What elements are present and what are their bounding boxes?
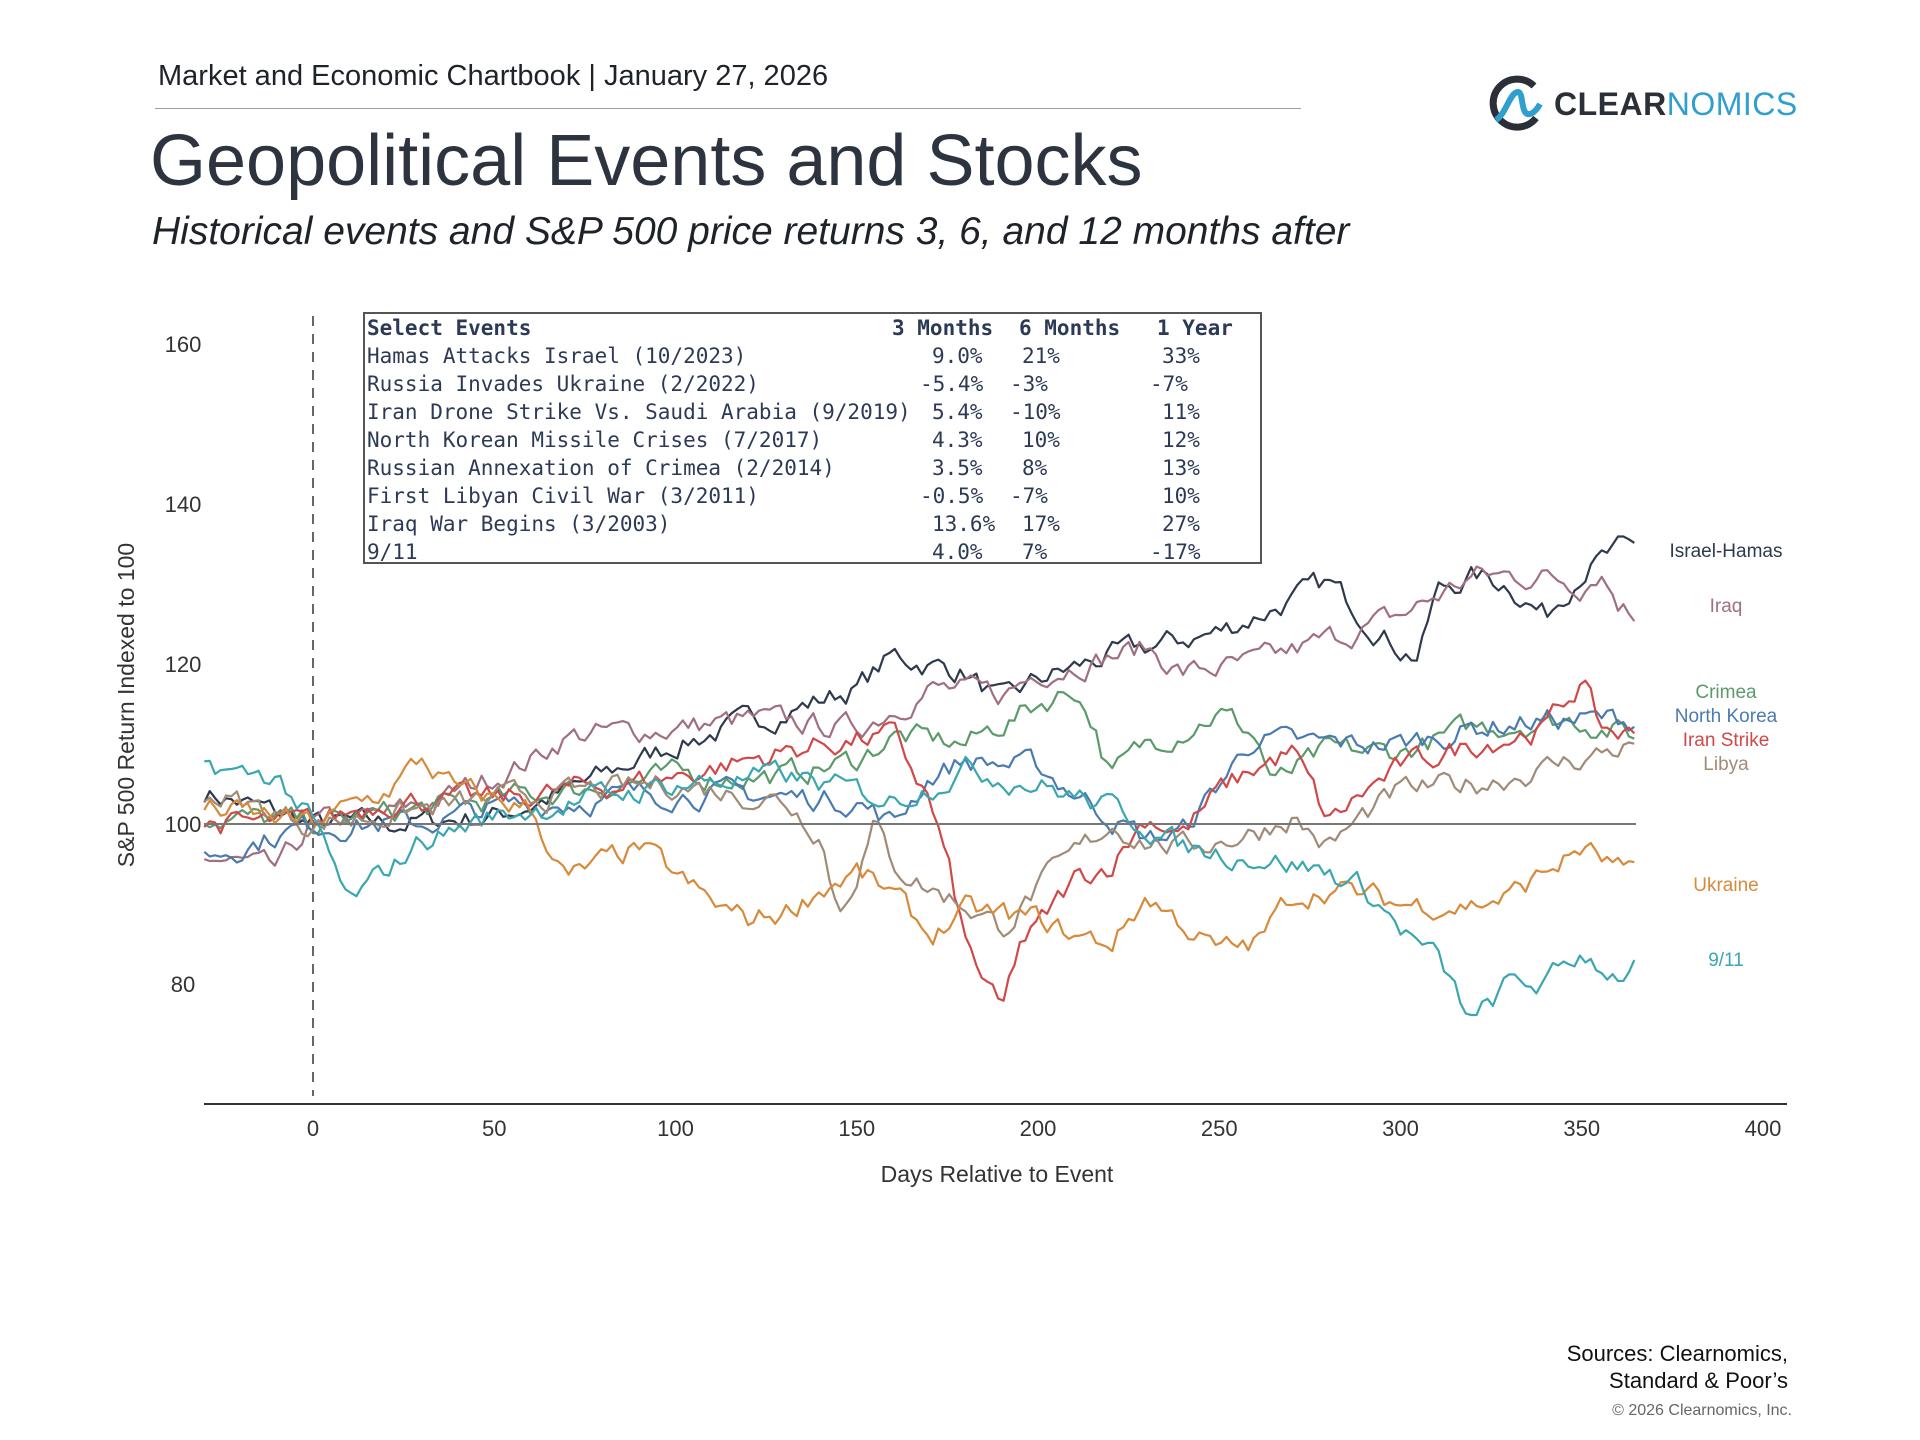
- return-cell: 12%: [1162, 428, 1200, 452]
- return-cell: 21%: [1022, 344, 1060, 368]
- series-line-iraq: [203, 565, 1636, 867]
- y-tick-label: 120: [165, 652, 202, 677]
- x-tick-label: 0: [307, 1116, 319, 1141]
- return-cell: 13%: [1162, 456, 1200, 480]
- series-line-iran-strike: [203, 679, 1636, 1002]
- series-label: Libya: [1703, 754, 1749, 775]
- series-line-israel-hamas: [203, 535, 1635, 833]
- return-cell: 4.0%: [932, 540, 983, 564]
- series-label: Iraq: [1710, 596, 1743, 617]
- y-tick-label: 100: [165, 812, 202, 837]
- series-label: Ukraine: [1693, 875, 1758, 896]
- table-header-cell: 6 Months: [1019, 316, 1121, 340]
- series-label: Crimea: [1695, 682, 1757, 703]
- clearnomics-logo: CLEARNOMICS: [1486, 74, 1798, 134]
- series-line-ukraine: [203, 757, 1635, 953]
- return-cell: 33%: [1162, 344, 1200, 368]
- series-line-libya: [203, 741, 1635, 938]
- return-cell: -5.4%: [920, 372, 984, 396]
- return-cell: -7%: [1150, 372, 1188, 396]
- event-name-cell: Russia Invades Ukraine (2/2022): [367, 372, 759, 396]
- return-cell: 17%: [1022, 512, 1060, 536]
- header-divider: [155, 108, 1301, 109]
- event-name-cell: North Korean Missile Crises (7/2017): [367, 428, 823, 452]
- sources-line-2: Standard & Poor’s: [1609, 1368, 1788, 1393]
- page-title: Geopolitical Events and Stocks: [150, 121, 1143, 201]
- return-cell: 13.6%: [932, 512, 996, 536]
- series-line-9-11: [204, 755, 1636, 1017]
- event-name-cell: 9/11: [367, 540, 418, 564]
- y-tick-label: 160: [165, 332, 202, 357]
- x-tick-label: 400: [1745, 1116, 1782, 1141]
- return-cell: 10%: [1162, 484, 1200, 508]
- return-cell: -10%: [1010, 400, 1061, 424]
- return-cell: -3%: [1010, 372, 1048, 396]
- x-tick-label: 250: [1201, 1116, 1238, 1141]
- x-tick-label: 200: [1020, 1116, 1057, 1141]
- table-header-cell: 3 Months: [892, 316, 994, 340]
- logo-text-nomics: NOMICS: [1666, 85, 1798, 122]
- x-tick-label: 50: [482, 1116, 506, 1141]
- logo-text-clear: CLEAR: [1554, 85, 1667, 122]
- return-cell: 5.4%: [932, 400, 983, 424]
- page-subtitle: Historical events and S&P 500 price retu…: [152, 210, 1350, 253]
- series-label: Iran Strike: [1683, 730, 1770, 751]
- return-cell: 3.5%: [932, 456, 983, 480]
- series-label: North Korea: [1675, 706, 1778, 727]
- logo-mark-icon: [1489, 75, 1543, 131]
- chartbook-header: Market and Economic Chartbook | January …: [158, 60, 829, 92]
- return-cell: -7%: [1010, 484, 1048, 508]
- x-tick-label: 100: [657, 1116, 694, 1141]
- x-tick-label: 150: [838, 1116, 875, 1141]
- event-name-cell: First Libyan Civil War (3/2011): [367, 484, 759, 508]
- sources-line-1: Sources: Clearnomics,: [1566, 1341, 1788, 1366]
- x-tick-label: 300: [1382, 1116, 1419, 1141]
- return-cell: 4.3%: [932, 428, 983, 452]
- table-header-cell: Select Events: [367, 316, 532, 340]
- sources-note: Sources: Clearnomics, Standard & Poor’s: [1567, 1340, 1788, 1394]
- x-tick-label: 350: [1563, 1116, 1600, 1141]
- return-cell: 8%: [1022, 456, 1048, 480]
- event-name-cell: Iraq War Begins (3/2003): [367, 512, 671, 536]
- event-name-cell: Russian Annexation of Crimea (2/2014): [367, 456, 835, 480]
- series-label: Israel-Hamas: [1670, 541, 1783, 562]
- table-header-cell: 1 Year: [1157, 316, 1233, 340]
- x-axis-title: Days Relative to Event: [881, 1161, 1114, 1187]
- event-name-cell: Iran Drone Strike Vs. Saudi Arabia (9/20…: [367, 400, 911, 424]
- y-tick-label: 140: [165, 492, 202, 517]
- copyright: © 2026 Clearnomics, Inc.: [1612, 1402, 1792, 1419]
- return-cell: 7%: [1022, 540, 1048, 564]
- return-cell: 27%: [1162, 512, 1200, 536]
- y-axis-title: S&P 500 Return Indexed to 100: [113, 543, 139, 867]
- return-cell: 9.0%: [932, 344, 983, 368]
- events-table: Select Events 3 Months 6 Months 1 Year Hamas…: [363, 312, 1262, 564]
- return-cell: -17%: [1150, 540, 1201, 564]
- series-label: 9/11: [1708, 950, 1744, 971]
- return-cell: -0.5%: [920, 484, 984, 508]
- event-name-cell: Hamas Attacks Israel (10/2023): [367, 344, 747, 368]
- return-cell: 10%: [1022, 428, 1060, 452]
- y-tick-label: 80: [171, 972, 195, 997]
- return-cell: 11%: [1162, 400, 1200, 424]
